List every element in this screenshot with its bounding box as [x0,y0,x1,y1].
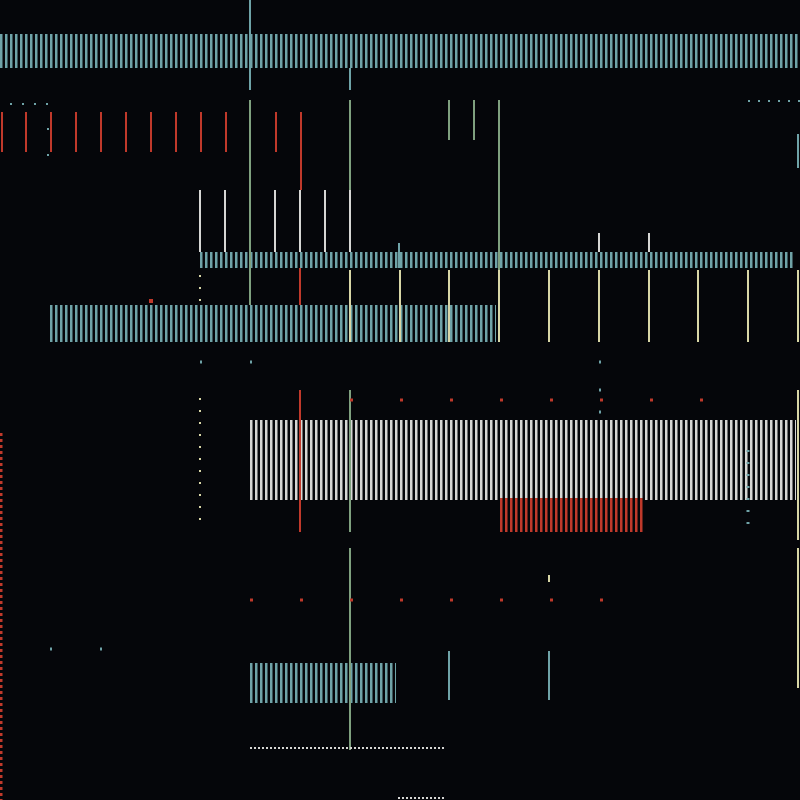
scattered-dots [50,360,750,651]
red-dots-rows [250,398,750,602]
white-dotted-lines [250,747,445,799]
red-band [498,498,645,532]
white-lines [199,190,650,252]
cream-lines [349,270,799,688]
red-lines [1,112,302,532]
teal-band-middle [200,252,795,268]
grey-band [250,420,796,500]
teal-short-lines [448,651,550,700]
green-lines [249,100,500,750]
teal-band-top [0,34,800,68]
teal-lines [249,0,799,268]
teal-band-bottom [250,663,396,703]
red-dot [149,299,153,303]
teal-band-left [50,305,496,342]
